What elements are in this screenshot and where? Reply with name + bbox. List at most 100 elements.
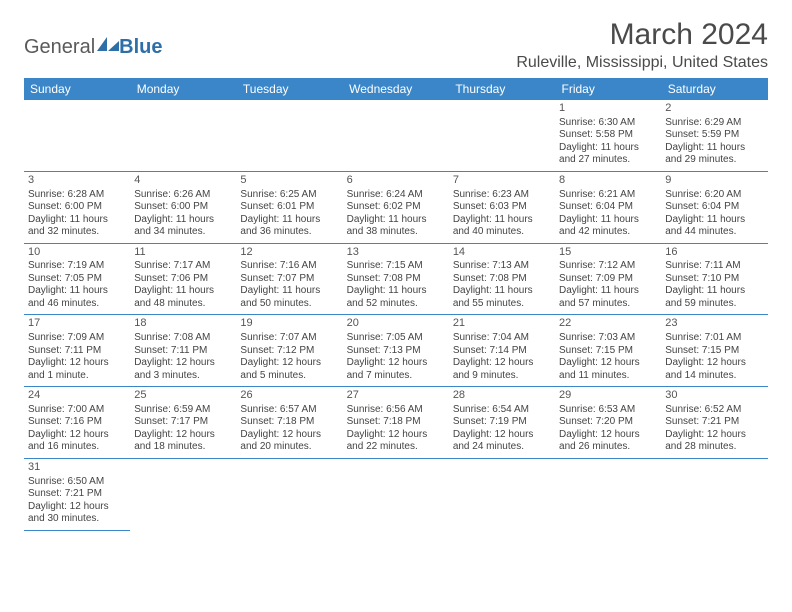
day-detail: and 55 minutes.: [453, 298, 551, 311]
day-detail: Sunrise: 6:50 AM: [28, 476, 126, 489]
day-detail: Sunset: 7:21 PM: [28, 488, 126, 501]
day-detail: Daylight: 11 hours: [134, 285, 232, 298]
day-header: Tuesday: [236, 78, 342, 100]
day-header: Sunday: [24, 78, 130, 100]
day-detail: and 59 minutes.: [665, 298, 763, 311]
day-detail: and 26 minutes.: [559, 441, 657, 454]
calendar-cell: 3Sunrise: 6:28 AMSunset: 6:00 PMDaylight…: [24, 171, 130, 243]
day-header: Saturday: [661, 78, 767, 100]
day-detail: Daylight: 12 hours: [347, 429, 445, 442]
day-number: 6: [347, 174, 445, 188]
day-header: Wednesday: [343, 78, 449, 100]
day-detail: Sunset: 7:11 PM: [134, 345, 232, 358]
day-number: 8: [559, 174, 657, 188]
day-detail: Sunset: 7:16 PM: [28, 416, 126, 429]
calendar-cell: [661, 458, 767, 530]
day-number: 15: [559, 246, 657, 260]
header: General Blue March 2024 Ruleville, Missi…: [24, 18, 768, 72]
day-detail: Daylight: 11 hours: [559, 142, 657, 155]
day-number: 2: [665, 102, 763, 116]
calendar-cell: 25Sunrise: 6:59 AMSunset: 7:17 PMDayligh…: [130, 387, 236, 459]
month-title: March 2024: [516, 18, 768, 52]
day-detail: Daylight: 12 hours: [28, 429, 126, 442]
day-detail: Sunset: 7:13 PM: [347, 345, 445, 358]
day-detail: and 46 minutes.: [28, 298, 126, 311]
calendar-cell: 30Sunrise: 6:52 AMSunset: 7:21 PMDayligh…: [661, 387, 767, 459]
day-number: 27: [347, 389, 445, 403]
day-number: 25: [134, 389, 232, 403]
day-detail: Sunrise: 7:16 AM: [240, 260, 338, 273]
day-number: 20: [347, 317, 445, 331]
day-detail: Sunset: 7:06 PM: [134, 273, 232, 286]
day-detail: Sunrise: 7:08 AM: [134, 332, 232, 345]
day-number: 4: [134, 174, 232, 188]
day-detail: Sunrise: 7:00 AM: [28, 404, 126, 417]
day-detail: Sunset: 7:19 PM: [453, 416, 551, 429]
calendar-cell: 7Sunrise: 6:23 AMSunset: 6:03 PMDaylight…: [449, 171, 555, 243]
calendar-cell: 21Sunrise: 7:04 AMSunset: 7:14 PMDayligh…: [449, 315, 555, 387]
day-number: 19: [240, 317, 338, 331]
day-detail: Daylight: 12 hours: [665, 429, 763, 442]
day-detail: and 28 minutes.: [665, 441, 763, 454]
day-detail: Daylight: 11 hours: [28, 285, 126, 298]
day-detail: and 57 minutes.: [559, 298, 657, 311]
day-detail: Sunrise: 6:23 AM: [453, 189, 551, 202]
logo-text-general: General: [24, 36, 95, 59]
day-detail: and 14 minutes.: [665, 370, 763, 383]
day-detail: Daylight: 11 hours: [665, 285, 763, 298]
day-number: 5: [240, 174, 338, 188]
calendar-cell: [555, 458, 661, 530]
day-detail: and 27 minutes.: [559, 154, 657, 167]
day-detail: Sunrise: 6:29 AM: [665, 117, 763, 130]
day-detail: Daylight: 11 hours: [347, 214, 445, 227]
calendar-cell: 11Sunrise: 7:17 AMSunset: 7:06 PMDayligh…: [130, 243, 236, 315]
day-detail: Sunrise: 7:13 AM: [453, 260, 551, 273]
day-number: 23: [665, 317, 763, 331]
day-detail: Sunrise: 7:01 AM: [665, 332, 763, 345]
day-detail: and 20 minutes.: [240, 441, 338, 454]
day-detail: and 40 minutes.: [453, 226, 551, 239]
calendar-cell: 14Sunrise: 7:13 AMSunset: 7:08 PMDayligh…: [449, 243, 555, 315]
day-detail: Daylight: 12 hours: [240, 357, 338, 370]
calendar-cell: [236, 100, 342, 171]
calendar-cell: 10Sunrise: 7:19 AMSunset: 7:05 PMDayligh…: [24, 243, 130, 315]
calendar-cell: 17Sunrise: 7:09 AMSunset: 7:11 PMDayligh…: [24, 315, 130, 387]
day-detail: Sunset: 7:18 PM: [240, 416, 338, 429]
day-detail: and 34 minutes.: [134, 226, 232, 239]
day-detail: Sunset: 7:11 PM: [28, 345, 126, 358]
day-detail: Daylight: 11 hours: [240, 285, 338, 298]
day-detail: Daylight: 11 hours: [665, 142, 763, 155]
logo-text-blue: Blue: [119, 36, 162, 59]
day-detail: Daylight: 11 hours: [28, 214, 126, 227]
day-number: 30: [665, 389, 763, 403]
day-detail: Daylight: 11 hours: [134, 214, 232, 227]
calendar-body: 1Sunrise: 6:30 AMSunset: 5:58 PMDaylight…: [24, 100, 768, 530]
day-number: 10: [28, 246, 126, 260]
day-detail: Sunrise: 6:56 AM: [347, 404, 445, 417]
day-detail: Sunset: 7:21 PM: [665, 416, 763, 429]
calendar-table: SundayMondayTuesdayWednesdayThursdayFrid…: [24, 78, 768, 531]
day-detail: and 30 minutes.: [28, 513, 126, 526]
day-detail: Sunset: 7:10 PM: [665, 273, 763, 286]
day-detail: and 52 minutes.: [347, 298, 445, 311]
location: Ruleville, Mississippi, United States: [516, 54, 768, 72]
day-detail: Sunset: 6:00 PM: [134, 201, 232, 214]
day-number: 3: [28, 174, 126, 188]
day-detail: Sunrise: 6:59 AM: [134, 404, 232, 417]
day-detail: Sunrise: 6:57 AM: [240, 404, 338, 417]
day-number: 11: [134, 246, 232, 260]
day-detail: Daylight: 12 hours: [134, 357, 232, 370]
day-detail: Sunrise: 7:12 AM: [559, 260, 657, 273]
day-detail: and 50 minutes.: [240, 298, 338, 311]
day-detail: Daylight: 12 hours: [28, 501, 126, 514]
calendar-cell: 8Sunrise: 6:21 AMSunset: 6:04 PMDaylight…: [555, 171, 661, 243]
calendar-cell: 1Sunrise: 6:30 AMSunset: 5:58 PMDaylight…: [555, 100, 661, 171]
day-detail: Sunset: 7:15 PM: [559, 345, 657, 358]
sail-icon: [97, 37, 119, 51]
calendar-cell: 28Sunrise: 6:54 AMSunset: 7:19 PMDayligh…: [449, 387, 555, 459]
day-detail: Sunset: 7:08 PM: [347, 273, 445, 286]
day-detail: and 5 minutes.: [240, 370, 338, 383]
day-detail: Sunrise: 7:04 AM: [453, 332, 551, 345]
day-number: 12: [240, 246, 338, 260]
day-number: 31: [28, 461, 126, 475]
